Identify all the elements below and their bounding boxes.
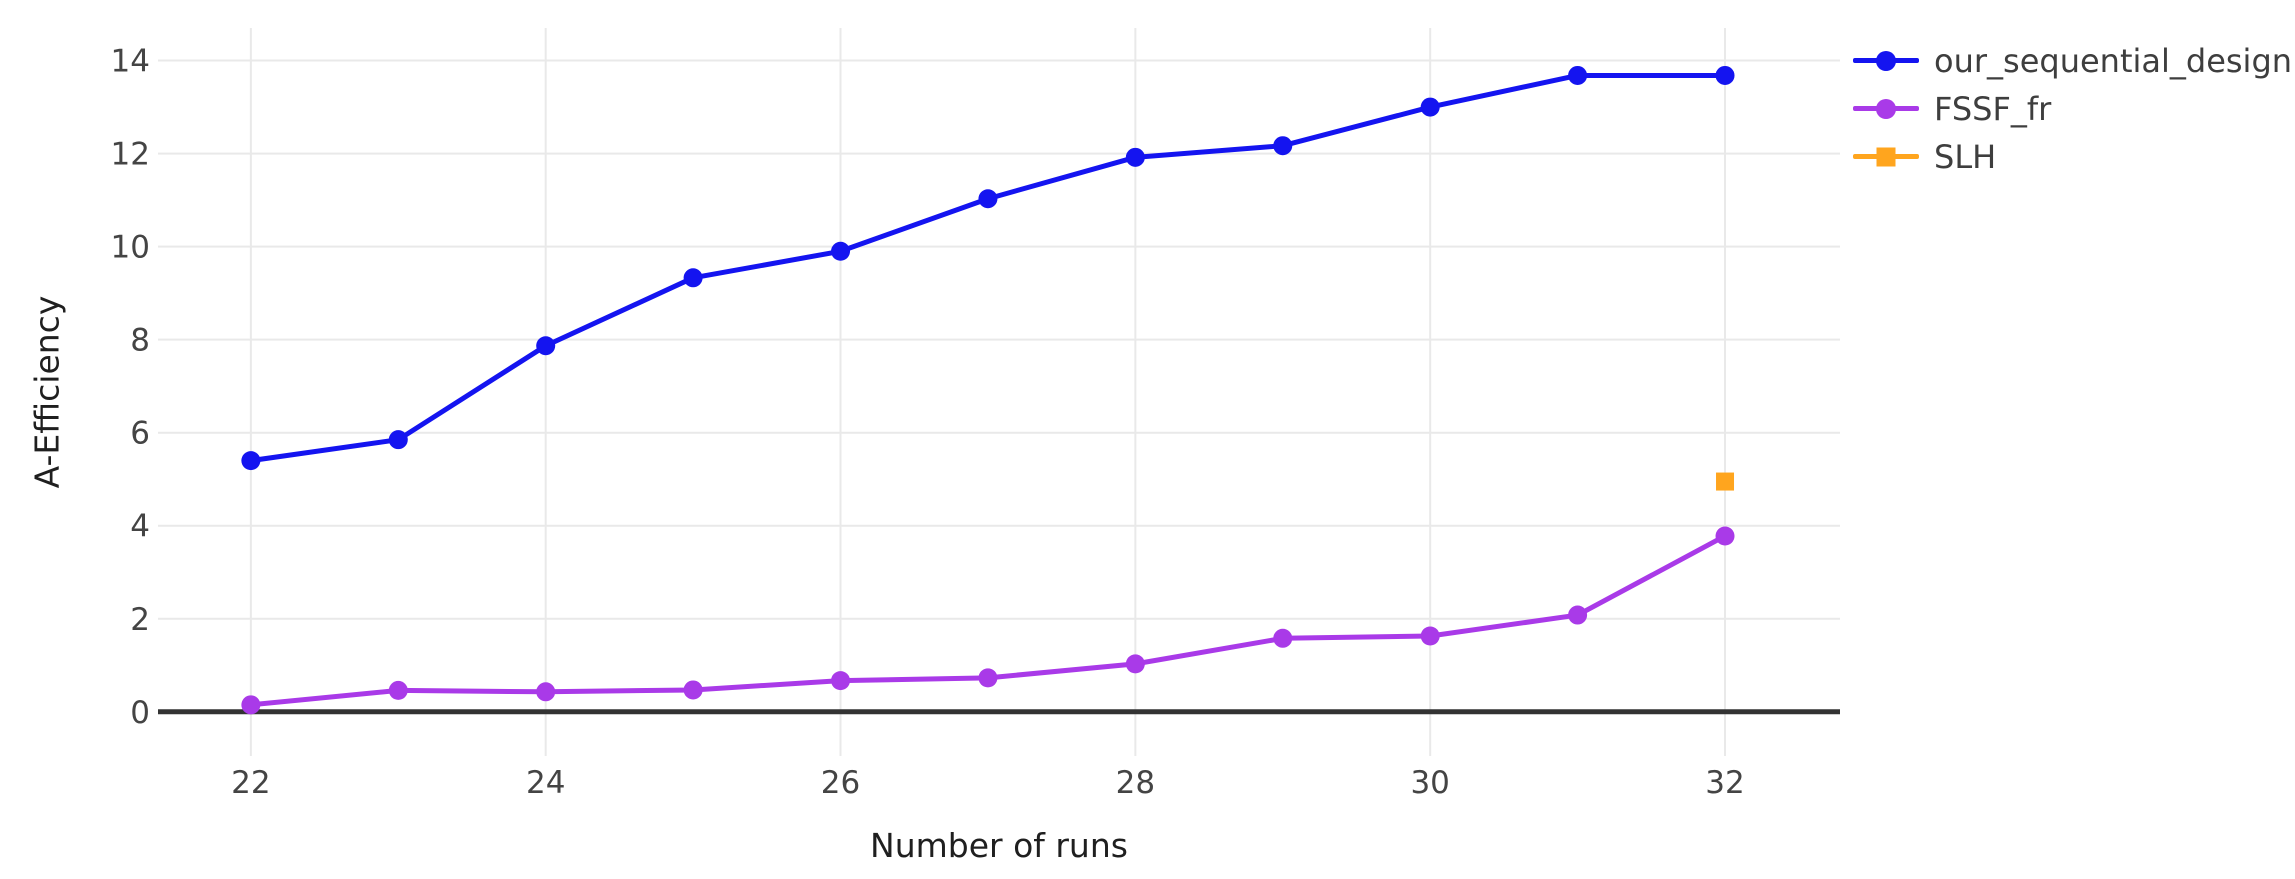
line-circle-marker-icon	[1853, 50, 1919, 71]
legend-label: our_sequential_design	[1934, 41, 2293, 80]
line-circle-marker-icon	[1853, 98, 1919, 119]
x-tick-label: 26	[821, 765, 860, 801]
data-point-our_sequential_design	[1715, 65, 1735, 85]
data-point-FSSF_fr	[536, 682, 556, 702]
data-point-FSSF_fr	[241, 695, 261, 715]
legend-item-slh[interactable]: SLH	[1853, 136, 2292, 177]
data-point-our_sequential_design	[978, 189, 998, 209]
data-point-FSSF_fr	[1125, 654, 1145, 674]
x-tick-label: 22	[231, 765, 270, 801]
data-point-FSSF_fr	[978, 668, 998, 688]
data-point-FSSF_fr	[388, 680, 408, 700]
line-square-marker-icon	[1853, 147, 1919, 166]
data-point-FSSF_fr	[1568, 605, 1588, 625]
legend-item-fssf-fr[interactable]: FSSF_fr	[1853, 88, 2292, 129]
y-tick-label: 2	[130, 602, 150, 638]
data-point-FSSF_fr	[831, 671, 851, 691]
data-point-FSSF_fr	[1420, 626, 1440, 646]
data-point-our_sequential_design	[831, 241, 851, 261]
data-point-our_sequential_design	[1273, 136, 1293, 156]
y-axis-title: A-Efficiency	[27, 295, 67, 489]
legend-item-our-sequential-design[interactable]: our_sequential_design	[1853, 40, 2292, 81]
data-point-our_sequential_design	[683, 268, 703, 288]
data-point-our_sequential_design	[388, 430, 408, 450]
data-point-our_sequential_design	[536, 336, 556, 356]
data-point-our_sequential_design	[1125, 147, 1145, 167]
data-point-FSSF_fr	[1273, 628, 1293, 648]
data-point-FSSF_fr	[683, 680, 703, 700]
legend-label: FSSF_fr	[1934, 89, 2052, 128]
y-tick-label: 12	[111, 137, 150, 173]
y-tick-label: 6	[130, 416, 150, 452]
series-line-our_sequential_design	[248, 72, 1728, 464]
x-axis-title: Number of runs	[870, 826, 1128, 865]
x-tick-label: 24	[526, 765, 565, 801]
data-point-SLH	[1716, 472, 1735, 491]
y-tick-label: 4	[130, 509, 150, 545]
y-tick-label: 8	[130, 323, 150, 359]
x-tick-label: 32	[1705, 765, 1744, 801]
legend-label: SLH	[1934, 137, 1997, 176]
y-tick-label: 10	[111, 230, 150, 266]
data-point-FSSF_fr	[1715, 526, 1735, 546]
legend: our_sequential_design FSSF_fr SLH	[1853, 40, 2292, 177]
y-tick-label: 14	[111, 44, 150, 80]
y-tick-label: 0	[130, 695, 150, 731]
data-point-our_sequential_design	[241, 451, 261, 471]
x-tick-label: 30	[1410, 765, 1449, 801]
x-tick-label: 28	[1116, 765, 1155, 801]
data-point-our_sequential_design	[1568, 65, 1588, 85]
data-point-our_sequential_design	[1420, 97, 1440, 117]
